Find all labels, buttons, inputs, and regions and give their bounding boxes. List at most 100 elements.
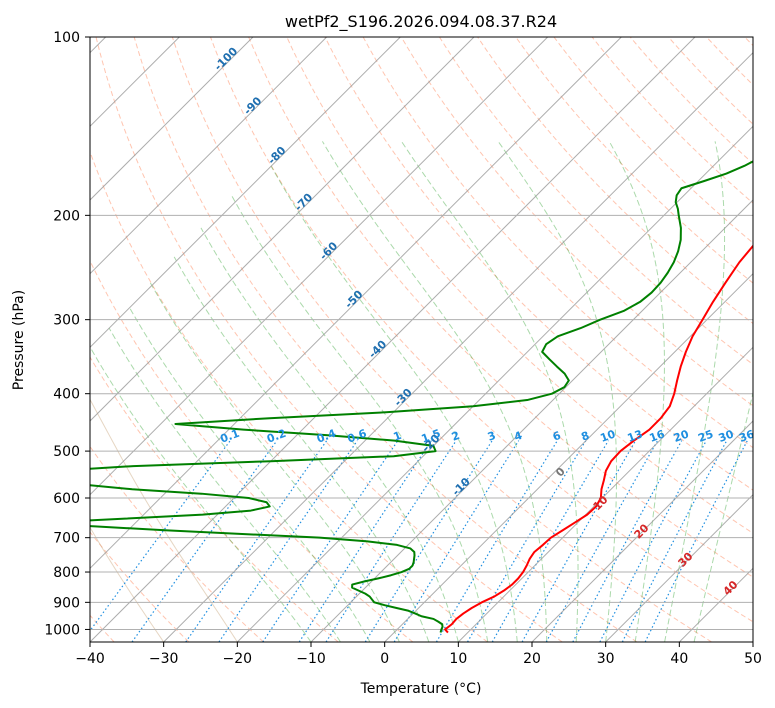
dry-adiabat-line — [90, 445, 264, 642]
isotherm-line — [236, 125, 753, 642]
mixing-ratio-label: 3 — [486, 429, 498, 444]
y-axis: 100 200 300 400 500 600 700 800 900 1000 — [44, 30, 90, 638]
mixing-ratio-line — [298, 440, 432, 642]
mixing-ratio-line — [262, 440, 399, 642]
moist-adiabat-line — [149, 282, 400, 642]
dry-adiabat-line — [400, 37, 753, 407]
x-axis-label: Temperature (°C) — [360, 681, 482, 697]
dry-adiabat-line — [515, 37, 753, 284]
isotherm-line — [531, 420, 753, 642]
dry-adiabat-line — [133, 37, 638, 642]
mixing-ratio-label: 0.6 — [346, 427, 369, 446]
mixing-ratio-line — [572, 440, 683, 642]
isotherm-line — [310, 199, 753, 642]
reference-curve-line — [90, 526, 165, 642]
isotherm-line — [90, 37, 254, 201]
x-tick-label: 20 — [523, 651, 541, 667]
dry-adiabats — [90, 37, 753, 642]
dry-adiabat-line — [90, 150, 488, 642]
mixing-ratio-line — [545, 440, 659, 642]
mixing-ratio-label: 25 — [696, 428, 715, 445]
moist-adiabat-line — [108, 327, 341, 642]
y-tick-label: 800 — [53, 565, 80, 581]
moist-adiabat-line — [270, 165, 518, 642]
y-tick-label: 600 — [53, 491, 80, 507]
reference-curve-line — [90, 398, 238, 642]
plot-frame — [89, 36, 754, 643]
mixing-ratio-line — [644, 440, 748, 642]
x-tick-label: 40 — [670, 651, 688, 667]
dry-adiabat-line — [95, 37, 563, 642]
mixing-ratio-label: 2 — [450, 429, 462, 444]
x-tick-label: −20 — [223, 651, 253, 667]
mixing-ratio-label: 30 — [717, 427, 736, 445]
dewpoint-profile-line — [90, 160, 753, 633]
isotherm-line — [90, 37, 549, 496]
isotherm-line — [163, 51, 753, 642]
dry-adiabat-line — [439, 37, 753, 366]
plot-area: -100-90-80-70-60-50-40-30-20-100.1 0.2 0.4… — [90, 37, 756, 642]
dry-adiabat-line — [210, 37, 753, 623]
isotherm-line — [90, 37, 328, 275]
x-axis: −40 −30 −20 −10 0 10 20 30 40 50 — [75, 642, 762, 667]
mixing-ratio-line — [131, 440, 278, 642]
isotherm-lines — [90, 37, 753, 642]
mixing-ratio-label: 6 — [551, 429, 563, 444]
mixing-ratio-line — [521, 440, 637, 642]
isotherm-line — [605, 493, 753, 642]
temperature-profile-line — [444, 244, 753, 634]
x-tick-label: −30 — [149, 651, 179, 667]
mixing-ratio-line — [90, 440, 231, 632]
chart-title: wetPf2_S196.2026.094.08.37.R24 — [285, 12, 557, 32]
dry-adiabat-line — [324, 37, 753, 491]
mixing-ratio-label: 1.5 — [420, 427, 443, 446]
isotherm-line — [90, 37, 696, 642]
isotherm-line — [90, 37, 401, 349]
pressure-gridlines — [90, 37, 753, 630]
y-tick-label: 100 — [53, 30, 80, 46]
mixing-ratio-label: 10 — [598, 427, 617, 445]
moist-adiabat-line — [200, 227, 459, 642]
mixing-ratio-label: 13 — [626, 428, 645, 445]
mixing-ratio-line — [364, 440, 493, 642]
mixing-ratio-label: 0.2 — [265, 427, 288, 446]
x-tick-label: −10 — [296, 651, 326, 667]
isotherm-line — [457, 346, 753, 642]
sounding-series — [90, 160, 753, 634]
y-tick-label: 1000 — [44, 622, 80, 638]
mixing-ratio-label: 16 — [648, 427, 667, 445]
mixing-ratio-label: 20 — [672, 427, 691, 445]
mixing-ratio-line — [185, 440, 328, 642]
mixing-ratio-line — [218, 440, 358, 642]
x-tick-label: 50 — [744, 651, 762, 667]
y-axis-label: Pressure (hPa) — [11, 290, 27, 390]
x-tick-label: 30 — [597, 651, 615, 667]
mixing-ratio-label: 0.4 — [315, 427, 338, 446]
x-tick-label: −40 — [75, 651, 105, 667]
isotherm-line — [90, 37, 475, 422]
mixing-ratio-label: 8 — [579, 429, 591, 444]
dry-adiabat-line — [90, 531, 190, 642]
isotherm-line — [90, 37, 622, 570]
y-tick-label: 900 — [53, 595, 80, 611]
mixing-ratio-line — [435, 440, 558, 642]
mixing-ratio-line — [325, 440, 457, 642]
moist-adiabat-line — [128, 306, 371, 642]
dry-adiabat-line — [248, 37, 753, 578]
mixing-ratio-line — [466, 440, 587, 642]
y-tick-label: 200 — [53, 208, 80, 224]
y-tick-label: 400 — [53, 387, 80, 403]
dry-adiabat-line — [171, 37, 712, 642]
moist-adiabat-line — [173, 256, 430, 642]
y-tick-label: 300 — [53, 313, 80, 329]
isotherm-line — [384, 272, 753, 642]
y-tick-label: 700 — [53, 531, 80, 547]
mixing-ratio-label: 4 — [512, 429, 524, 444]
mixing-ratio-label: 36 — [737, 427, 756, 445]
mixing-ratio-label: 1 — [392, 429, 404, 444]
mixing-ratio-label: 0.1 — [218, 427, 241, 446]
x-tick-label: 0 — [380, 651, 389, 667]
dry-adiabat-line — [90, 356, 339, 642]
